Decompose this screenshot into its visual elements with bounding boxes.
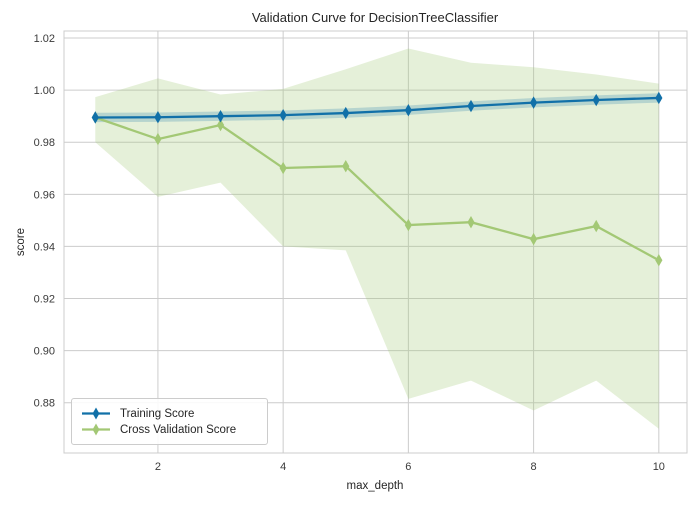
cv-marker (404, 218, 412, 232)
cv-line (94, 116, 660, 262)
training-marker (91, 111, 99, 124)
y-tick-label: 1.00 (34, 85, 55, 97)
cv-marker (655, 254, 663, 267)
legend-label-cv: Cross Validation Score (120, 423, 237, 436)
legend-item-training: Training Score (81, 407, 258, 420)
training-marker (404, 103, 412, 117)
y-tick-label: 0.88 (34, 398, 55, 410)
training-marker (154, 111, 162, 124)
cv-marker (529, 232, 538, 246)
cv-marker (279, 161, 287, 175)
y-tick-label: 0.94 (34, 241, 55, 253)
legend-item-cv: Cross Validation Score (81, 423, 258, 436)
cv-marker (154, 132, 162, 146)
training-marker (216, 109, 225, 123)
x-tick-label: 10 (653, 461, 665, 473)
y-tick-label: 0.96 (34, 189, 55, 201)
plot-border (63, 30, 688, 454)
cv-line-sample-icon (82, 423, 110, 436)
y-axis-label: score (15, 227, 27, 257)
x-tick-label: 6 (405, 461, 411, 473)
x-tick-label: 4 (280, 461, 286, 473)
training-line-sample-icon (82, 407, 110, 420)
legend: Training Score Cross Validation Score (71, 398, 268, 445)
cv-band (95, 48, 659, 429)
y-tick-label: 0.90 (34, 346, 55, 358)
training-marker (342, 106, 350, 120)
cv-marker (592, 219, 600, 233)
x-axis-label: max_depth (346, 480, 404, 492)
training-marker (529, 96, 538, 109)
chart-title: Validation Curve for DecisionTreeClassif… (251, 10, 499, 25)
y-tick-label: 0.98 (34, 137, 55, 149)
x-tick-label: 8 (531, 461, 537, 473)
cv-marker (342, 159, 350, 173)
training-marker (279, 108, 287, 122)
cv-marker (467, 216, 475, 229)
x-tick-label: 2 (155, 461, 161, 473)
training-line (95, 96, 659, 119)
legend-label-training: Training Score (120, 407, 195, 420)
training-marker (467, 99, 475, 113)
training-marker (592, 93, 600, 107)
cv-marker (216, 118, 225, 132)
y-tick-label: 0.92 (34, 294, 55, 306)
y-tick-label: 1.02 (34, 33, 55, 45)
training-marker (655, 91, 663, 105)
